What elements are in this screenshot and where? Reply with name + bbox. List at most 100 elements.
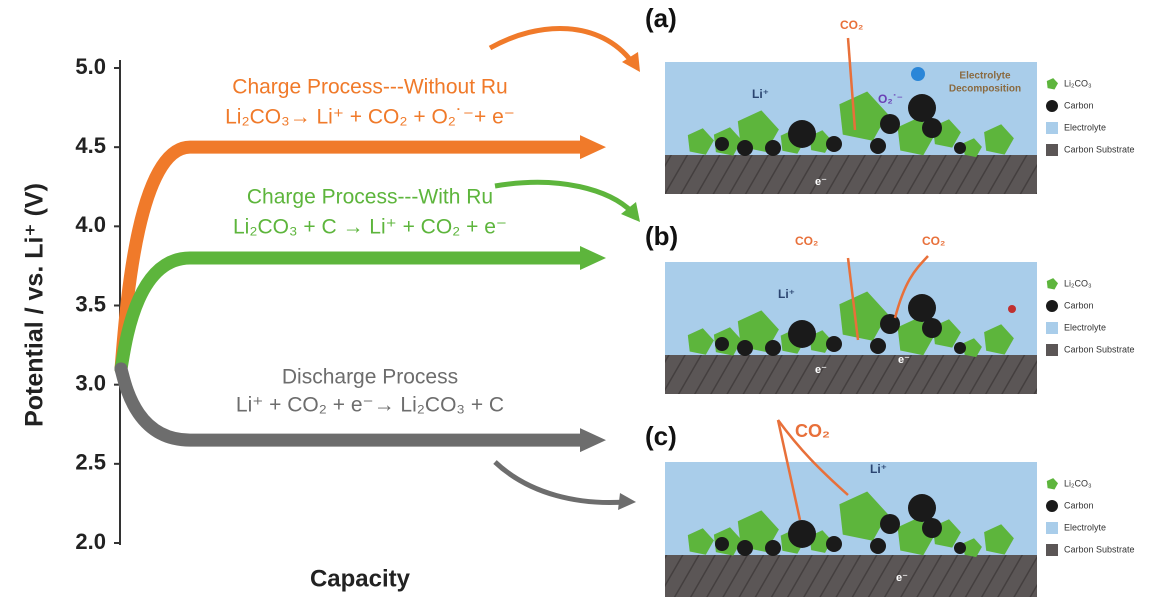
process-equation: Li₂CO₃→ Li⁺ + CO₂ + O₂˙⁻+ e⁻ <box>225 106 515 129</box>
legend-swatch <box>1046 78 1058 90</box>
potential-curve <box>114 362 592 447</box>
li-label: Li⁺ <box>752 87 769 101</box>
legend-label: Li₂CO₃ <box>1064 278 1092 288</box>
panel-label: (c) <box>645 421 677 451</box>
co2-arrow <box>893 255 929 319</box>
electron-label: e⁻ <box>896 572 908 584</box>
carbon-particle <box>880 114 900 134</box>
co2-arrow <box>776 419 849 496</box>
legend-label: Electrolyte <box>1064 322 1106 332</box>
carbon-particle <box>715 337 729 351</box>
li-label: Li⁺ <box>778 287 795 301</box>
carbon-particle <box>880 314 900 334</box>
legend-label: Carbon Substrate <box>1064 544 1135 554</box>
carbon-particle <box>737 340 753 356</box>
legend-swatch <box>1046 144 1058 156</box>
carbon-particle <box>715 137 729 151</box>
curve-arrow-head <box>580 428 606 453</box>
panel-a-annotations: CO₂ Li⁺ O₂˙⁻ Electrolyte Decomposition e… <box>752 18 1021 188</box>
process-title: Charge Process---Without Ru <box>232 76 507 99</box>
x-axis-label: Capacity <box>310 565 411 592</box>
li2co3-particle <box>687 528 714 555</box>
y-tick-label: 4.0 <box>75 212 106 237</box>
pointer-arrow <box>494 179 634 214</box>
process-equation: Li⁺ + CO₂ + e⁻→ Li₂CO₃ + C <box>236 394 504 417</box>
y-axis-label: Potential / vs. Li⁺ (V) <box>21 183 49 427</box>
electron-label: e⁻ <box>815 364 827 376</box>
curve-arrow-head <box>580 246 606 270</box>
curve-arrow-head <box>580 135 606 160</box>
carbon-particle <box>737 140 753 156</box>
carbon-particle <box>765 140 781 156</box>
legend-swatch <box>1046 300 1058 312</box>
carbon-particle <box>715 537 729 551</box>
dot <box>1008 305 1016 313</box>
decomposition-label: Electrolyte <box>959 71 1011 82</box>
carbon-particle <box>908 494 936 522</box>
carbon-particle <box>870 538 886 554</box>
panel-b-annotations: CO₂ CO₂ Li⁺ e⁻ e⁻ <box>778 234 1016 376</box>
carbon-particle <box>922 318 942 338</box>
y-tick-label: 5.0 <box>75 54 106 79</box>
legend-swatch <box>1046 544 1058 556</box>
legend-swatch <box>1046 122 1058 134</box>
legend-label: Carbon Substrate <box>1064 144 1135 154</box>
potential-curve <box>114 251 592 376</box>
carbon-particle <box>788 520 816 548</box>
co2-arrow <box>776 419 802 521</box>
carbon-particle <box>870 338 886 354</box>
carbon-particle <box>765 340 781 356</box>
panel-c-annotations: CO₂ Li⁺ e⁻ <box>776 419 908 584</box>
arrow-head <box>622 52 640 72</box>
process-title: Charge Process---With Ru <box>247 186 493 209</box>
carbon-substrate <box>665 355 1037 394</box>
decomposition-dot <box>911 67 925 81</box>
electron-label: e⁻ <box>898 354 910 366</box>
legend-label: Carbon <box>1064 300 1094 310</box>
legend-label: Carbon <box>1064 500 1094 510</box>
process-equation: Li₂CO₃ + C → Li⁺ + CO₂ + e⁻ <box>233 216 507 239</box>
y-tick-label: 3.0 <box>75 370 106 395</box>
electron-label: e⁻ <box>815 176 827 188</box>
carbon-particle <box>870 138 886 154</box>
legend-swatch <box>1046 322 1058 334</box>
carbon-particle <box>922 118 942 138</box>
panel-label: (b) <box>645 221 678 251</box>
carbon-particle <box>908 94 936 122</box>
li2co3-particle <box>839 91 888 141</box>
decomposition-label: Decomposition <box>949 84 1021 95</box>
carbon-particle <box>954 142 966 154</box>
legend-label: Carbon Substrate <box>1064 344 1135 354</box>
li2co3-particle <box>839 491 888 541</box>
pointer-arrow <box>493 460 626 505</box>
li2co3-particle <box>839 291 888 341</box>
carbon-particle <box>954 342 966 354</box>
legend-label: Li₂CO₃ <box>1064 478 1092 488</box>
carbon-particle <box>880 514 900 534</box>
legend-swatch <box>1046 500 1058 512</box>
li2co3-particle <box>984 324 1014 355</box>
legend-label: Li₂CO₃ <box>1064 78 1092 88</box>
legend-swatch <box>1046 100 1058 112</box>
panels: Li₂CO₃ Carbon Electrolyte Carbon Substrate L… <box>665 62 1135 597</box>
arrow-head <box>618 493 636 510</box>
co2-label: CO₂ <box>795 421 830 441</box>
li2co3-particle <box>984 124 1014 155</box>
carbon-particle <box>954 542 966 554</box>
li2co3-particle <box>984 524 1014 555</box>
carbon-particle <box>737 540 753 556</box>
li2co3-particle <box>687 128 714 155</box>
y-tick-label: 3.5 <box>75 291 106 316</box>
y-tick-label: 4.5 <box>75 133 106 158</box>
li2co3-particle <box>963 538 982 558</box>
li2co3-particle <box>963 338 982 358</box>
carbon-substrate <box>665 155 1037 194</box>
legend-swatch <box>1046 478 1058 490</box>
legend-swatch <box>1046 522 1058 534</box>
y-tick-label: 2.5 <box>75 450 106 475</box>
li-label: Li⁺ <box>870 462 887 476</box>
arrow-head <box>621 202 640 222</box>
li2co3-particle <box>687 328 714 355</box>
co2-label: CO₂ <box>922 234 945 248</box>
